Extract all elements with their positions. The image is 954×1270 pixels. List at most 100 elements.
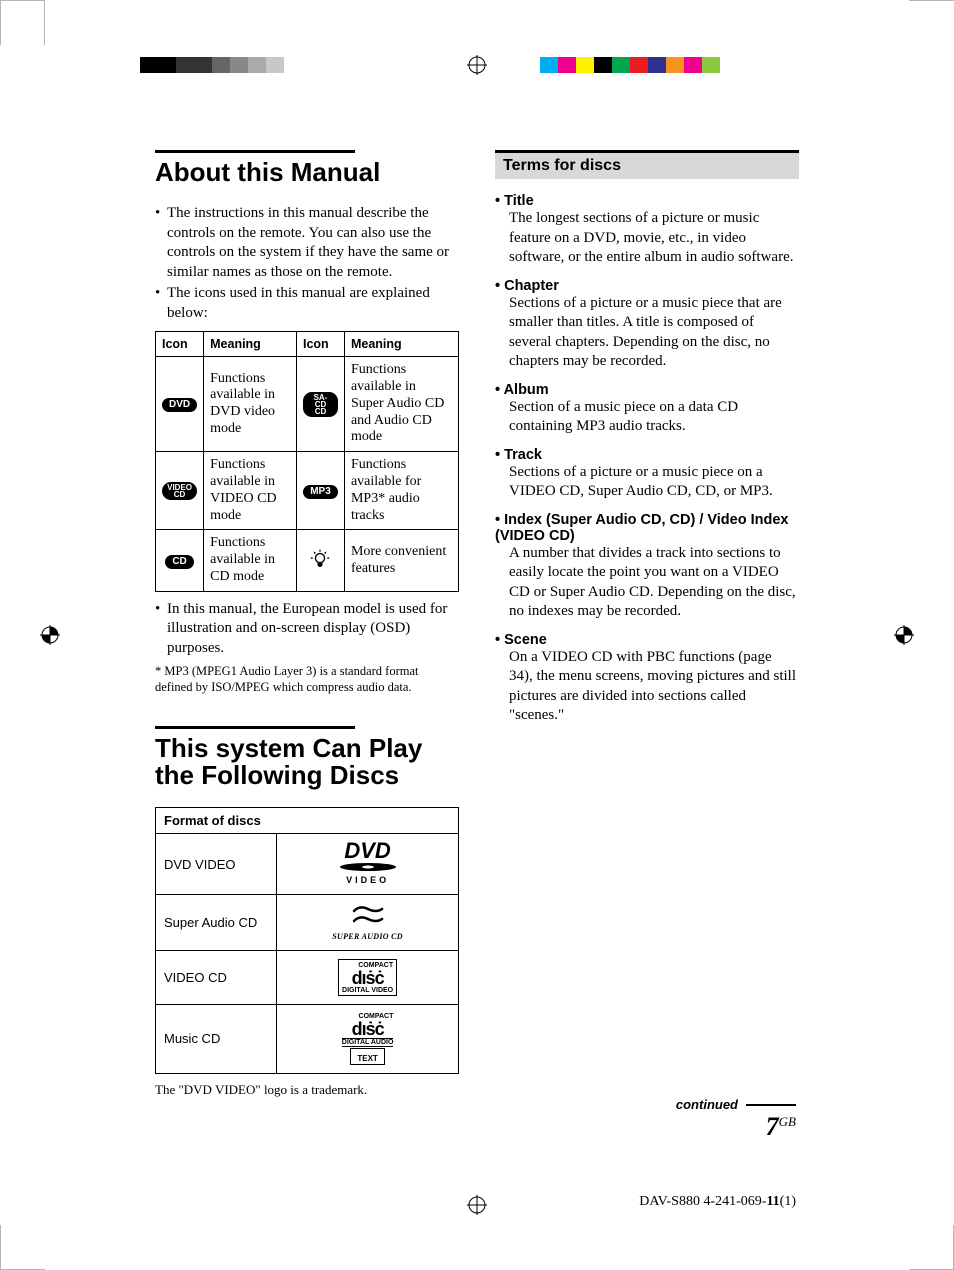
color-swatch bbox=[594, 57, 612, 73]
term-label: • Title bbox=[495, 193, 799, 209]
bullet-item: •The icons used in this manual are expla… bbox=[155, 284, 459, 323]
heading-about: About this Manual bbox=[155, 159, 459, 186]
color-swatch bbox=[666, 57, 684, 73]
term-body: Sections of a picture or a music piece o… bbox=[495, 463, 799, 502]
color-swatch bbox=[702, 57, 720, 73]
terms-heading: Terms for discs bbox=[495, 150, 799, 179]
meaning-cell: Functions available in CD mode bbox=[204, 530, 297, 591]
table-row: CDFunctions available in CD mode More con… bbox=[156, 530, 459, 591]
gray-swatch bbox=[266, 57, 284, 73]
bullet-item: •The instructions in this manual describ… bbox=[155, 204, 459, 282]
registration-mark-bottom bbox=[467, 1195, 487, 1215]
meaning-cell: Functions available in VIDEO CD mode bbox=[204, 452, 297, 530]
format-logo: SUPER AUDIO CD bbox=[277, 894, 459, 950]
paragraph: In this manual, the European model is us… bbox=[167, 600, 459, 659]
term-label: • Track bbox=[495, 447, 799, 463]
color-swatch bbox=[684, 57, 702, 73]
section-rule bbox=[155, 726, 355, 729]
color-swatch bbox=[630, 57, 648, 73]
grayscale-bar bbox=[140, 57, 284, 73]
paragraph: The icons used in this manual are explai… bbox=[167, 284, 459, 323]
bullet-item: •In this manual, the European model is u… bbox=[155, 600, 459, 659]
trademark-note: The "DVD VIDEO" logo is a trademark. bbox=[155, 1082, 459, 1098]
table-row: VIDEO CDCOMPACTdıṡċDIGITAL VIDEO bbox=[156, 950, 459, 1004]
color-swatch bbox=[612, 57, 630, 73]
term-item: • TitleThe longest sections of a picture… bbox=[495, 193, 799, 268]
right-column: Terms for discs • TitleThe longest secti… bbox=[495, 150, 799, 1098]
color-swatch bbox=[558, 57, 576, 73]
page-number: 7 bbox=[766, 1112, 779, 1142]
registration-mark-right bbox=[894, 625, 914, 645]
term-body: Section of a music piece on a data CD co… bbox=[495, 398, 799, 437]
format-label: Super Audio CD bbox=[156, 894, 277, 950]
term-item: • SceneOn a VIDEO CD with PBC functions … bbox=[495, 632, 799, 726]
crop-mark-br bbox=[0, 135, 45, 180]
crop-mark-tr bbox=[0, 45, 45, 90]
crop-mark-tl bbox=[0, 0, 45, 45]
icon-cell: VIDEOCD bbox=[156, 452, 204, 530]
gray-swatch bbox=[230, 57, 248, 73]
gray-swatch bbox=[140, 57, 158, 73]
term-label: • Chapter bbox=[495, 278, 799, 294]
icon-cell bbox=[296, 530, 344, 591]
format-header: Format of discs bbox=[156, 808, 459, 834]
meaning-cell: Functions available in DVD video mode bbox=[204, 357, 297, 452]
gray-swatch bbox=[176, 57, 194, 73]
footnote: * MP3 (MPEG1 Audio Layer 3) is a standar… bbox=[155, 664, 459, 695]
format-logo: COMPACTdıṡċDIGITAL VIDEO bbox=[277, 950, 459, 1004]
gray-swatch bbox=[194, 57, 212, 73]
th-icon: Icon bbox=[156, 332, 204, 357]
continued-label: continued bbox=[676, 1097, 738, 1112]
th-meaning: Meaning bbox=[344, 332, 458, 357]
registration-mark-top bbox=[467, 55, 487, 75]
crop-mark-bl bbox=[0, 90, 45, 135]
format-logo: DVDVIDEO bbox=[277, 834, 459, 895]
term-item: • ChapterSections of a picture or a musi… bbox=[495, 278, 799, 372]
format-logo: COMPACTdıṡċDIGITAL AUDIOTEXT bbox=[277, 1004, 459, 1073]
heading-discs: This system Can Play the Following Discs bbox=[155, 735, 459, 790]
meaning-cell: Functions available in Super Audio CD an… bbox=[344, 357, 458, 452]
th-icon: Icon bbox=[296, 332, 344, 357]
icon-cell: CD bbox=[156, 530, 204, 591]
gray-swatch bbox=[212, 57, 230, 73]
icon-meaning-table: Icon Meaning Icon Meaning DVDFunctions a… bbox=[155, 331, 459, 592]
meaning-cell: Functions available for MP3* audio track… bbox=[344, 452, 458, 530]
table-row: VIDEOCDFunctions available in VIDEO CD m… bbox=[156, 452, 459, 530]
color-swatch bbox=[576, 57, 594, 73]
format-label: VIDEO CD bbox=[156, 950, 277, 1004]
gray-swatch bbox=[248, 57, 266, 73]
th-meaning: Meaning bbox=[204, 332, 297, 357]
term-label: • Index (Super Audio CD, CD) / Video Ind… bbox=[495, 512, 799, 544]
left-column: About this Manual •The instructions in t… bbox=[155, 150, 459, 1098]
term-body: The longest sections of a picture or mus… bbox=[495, 209, 799, 268]
format-label: Music CD bbox=[156, 1004, 277, 1073]
section-rule bbox=[155, 150, 355, 153]
term-label: • Scene bbox=[495, 632, 799, 648]
registration-mark-left bbox=[40, 625, 60, 645]
continued-rule bbox=[746, 1104, 796, 1106]
page-suffix: GB bbox=[779, 1114, 796, 1129]
table-row: Super Audio CDSUPER AUDIO CD bbox=[156, 894, 459, 950]
icon-cell: MP3 bbox=[296, 452, 344, 530]
icon-cell: SA-CDCD bbox=[296, 357, 344, 452]
table-row: DVD VIDEODVDVIDEO bbox=[156, 834, 459, 895]
document-id: DAV-S880 4-241-069-11(1) bbox=[639, 1194, 796, 1210]
term-item: • AlbumSection of a music piece on a dat… bbox=[495, 382, 799, 437]
meaning-cell: More convenient features bbox=[344, 530, 458, 591]
page-footer: continued 7GB bbox=[676, 1096, 796, 1142]
color-swatch bbox=[648, 57, 666, 73]
term-body: Sections of a picture or a music piece t… bbox=[495, 294, 799, 372]
term-item: • TrackSections of a picture or a music … bbox=[495, 447, 799, 502]
table-row: Music CDCOMPACTdıṡċDIGITAL AUDIOTEXT bbox=[156, 1004, 459, 1073]
color-swatch bbox=[540, 57, 558, 73]
table-row: DVDFunctions available in DVD video mode… bbox=[156, 357, 459, 452]
paragraph: The instructions in this manual describe… bbox=[167, 204, 459, 282]
term-body: On a VIDEO CD with PBC functions (page 3… bbox=[495, 648, 799, 726]
term-label: • Album bbox=[495, 382, 799, 398]
format-label: DVD VIDEO bbox=[156, 834, 277, 895]
color-bar bbox=[540, 57, 720, 73]
icon-cell: DVD bbox=[156, 357, 204, 452]
term-item: • Index (Super Audio CD, CD) / Video Ind… bbox=[495, 512, 799, 622]
format-table: Format of discs DVD VIDEODVDVIDEOSuper A… bbox=[155, 807, 459, 1074]
gray-swatch bbox=[158, 57, 176, 73]
